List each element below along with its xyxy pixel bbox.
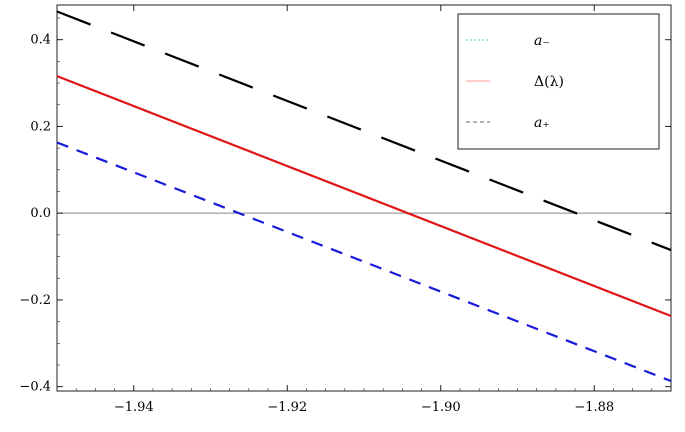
x-axis: −1.94 −1.92 −1.90 −1.88 (56, 5, 672, 415)
series-line-2 (56, 10, 672, 252)
y-tick-label: −0.4 (19, 380, 51, 395)
y-tick-label: −0.2 (19, 293, 51, 308)
y-tick-label: 0.4 (30, 33, 51, 48)
x-tick-label: −1.94 (114, 400, 154, 415)
x-tick-label: −1.88 (574, 400, 614, 415)
y-tick-label: 0.0 (30, 206, 51, 221)
y-tick-label: 0.2 (30, 119, 51, 134)
legend-label-a-plus: a₊ (534, 115, 550, 131)
legend-box (457, 13, 660, 150)
legend-label-a-minus: a₋ (534, 33, 550, 49)
y-axis: −0.4 −0.2 0.0 0.2 0.4 (19, 17, 671, 395)
series-layer (56, 10, 672, 383)
x-tick-label: −1.92 (267, 400, 307, 415)
series-line-1 (56, 75, 672, 317)
x-tick-label: −1.90 (421, 400, 461, 415)
series-line-0 (56, 141, 672, 383)
legend-label-delta: Δ(λ) (534, 74, 564, 90)
legend: a₋ Δ(λ) a₊ (457, 13, 660, 150)
